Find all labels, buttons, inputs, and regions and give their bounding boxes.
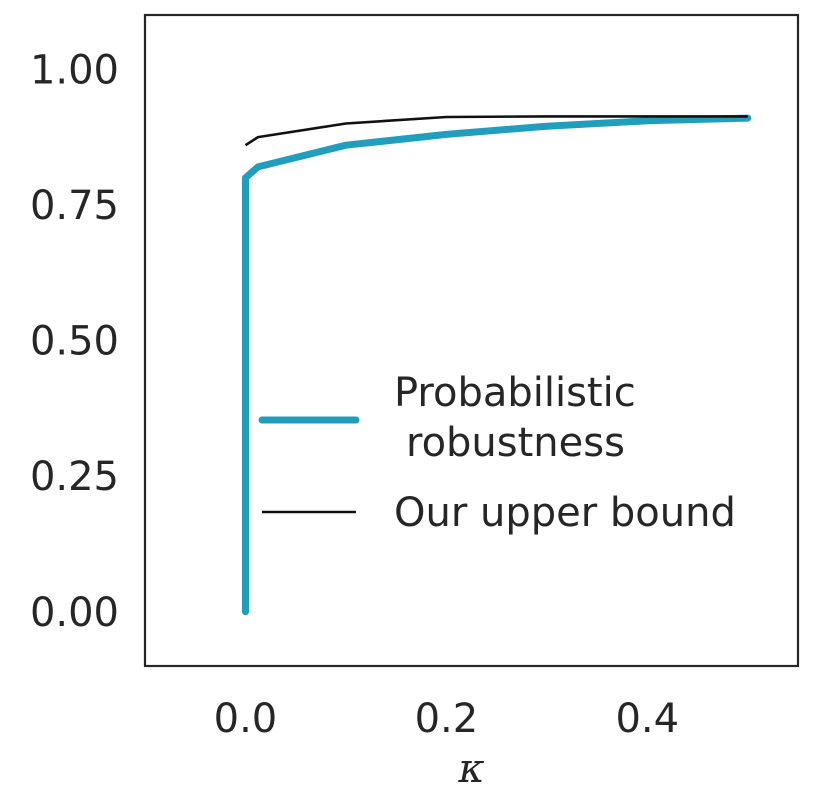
- y-tick-label: 0.00: [30, 590, 119, 636]
- y-tick-label: 0.25: [30, 454, 119, 500]
- y-tick-label: 1.00: [30, 47, 119, 93]
- x-tick-label: 0.0: [214, 696, 278, 742]
- axes: 0.00 0.25 0.50 0.75 1.00 0.0 0.2 0.4 κ: [30, 13, 800, 792]
- series-line-upper-bound: [244, 115, 748, 147]
- plot-frame: [143, 13, 800, 668]
- legend-label: Probabilistic: [394, 370, 636, 416]
- x-tick-label: 0.4: [615, 696, 679, 742]
- y-tick-label: 0.50: [30, 319, 119, 365]
- x-axis-label: κ: [457, 746, 484, 792]
- legend-label: Our upper bound: [394, 490, 736, 536]
- plot-area: [242, 114, 752, 616]
- y-tick-label: 0.75: [30, 183, 119, 229]
- x-tick-label: 0.2: [415, 696, 479, 742]
- legend-label: robustness: [406, 420, 625, 466]
- series-line-probabilistic-robustness: [242, 114, 752, 616]
